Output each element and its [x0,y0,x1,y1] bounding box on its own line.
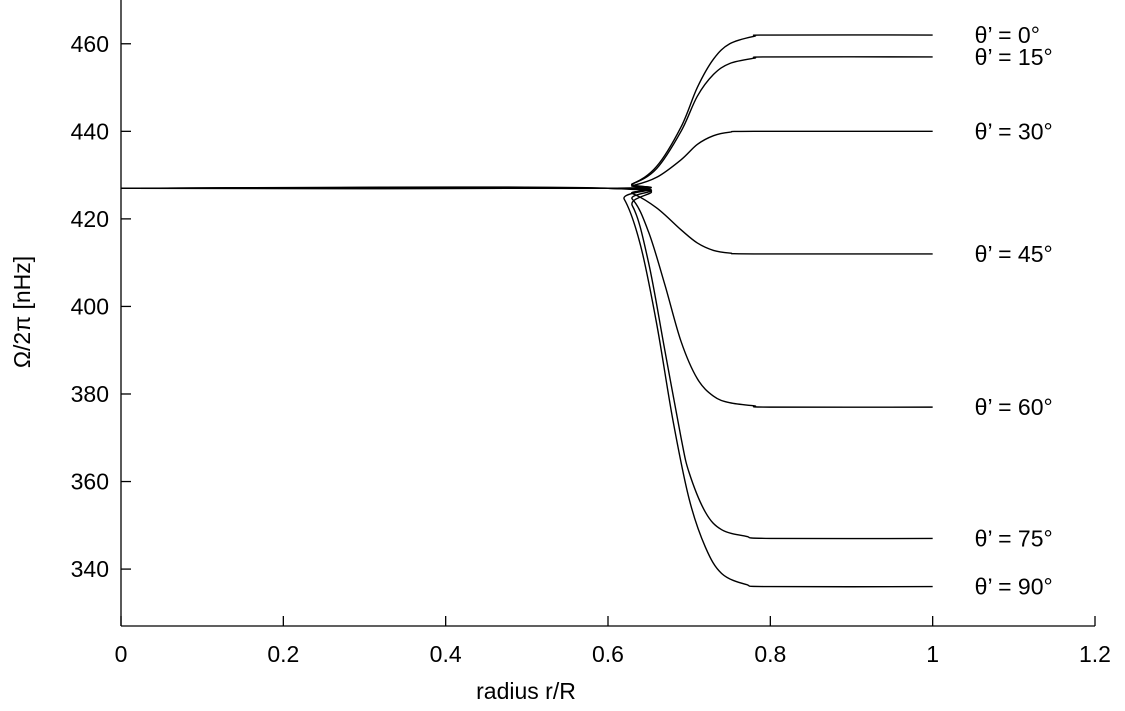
y-tick-label: 360 [71,469,109,495]
x-tick-label: 0.6 [592,641,624,667]
series-line-6 [120,186,933,588]
y-tick-label: 340 [71,556,109,582]
y-tick-label: 380 [71,381,109,407]
y-axis-label: Ω/2π [nHz] [9,256,35,368]
series-line-1 [120,56,933,190]
y-tick-label: 400 [71,293,109,319]
series-line-3 [120,187,933,255]
y-tick-label: 460 [71,31,109,57]
y-tick-label: 440 [71,118,109,144]
x-axis-label: radius r/R [476,678,576,704]
x-tick-label: 0 [115,641,128,667]
series-label-0: θ’ = 0° [975,22,1040,48]
x-tick-label: 0.8 [754,641,786,667]
x-tick-label: 0.2 [267,641,299,667]
series-label-4: θ’ = 60° [975,394,1053,420]
series-line-0 [120,34,933,190]
series-label-3: θ’ = 45° [975,241,1053,267]
series-label-1: θ’ = 15° [975,44,1053,70]
y-tick-label: 420 [71,206,109,232]
series-label-5: θ’ = 75° [975,525,1053,551]
x-tick-label: 1 [926,641,939,667]
series-line-5 [120,186,933,540]
series-line-2 [120,130,933,190]
series-labels: θ’ = 0°θ’ = 15° θ’ = 30° θ’ = 45° θ’ = 60° θ… [975,22,1053,600]
x-tick-label: 0.4 [430,641,462,667]
series-line-4 [120,186,933,408]
series-label-2: θ’ = 30° [975,118,1053,144]
x-tick-label: 1.2 [1079,641,1111,667]
series-lines [120,34,933,588]
series-label-6: θ’ = 90° [975,574,1053,600]
axes: 0 0.2 0.4 0.6 0.8 1 1.2 340 360 380 400 420 440 460 [71,0,1111,667]
